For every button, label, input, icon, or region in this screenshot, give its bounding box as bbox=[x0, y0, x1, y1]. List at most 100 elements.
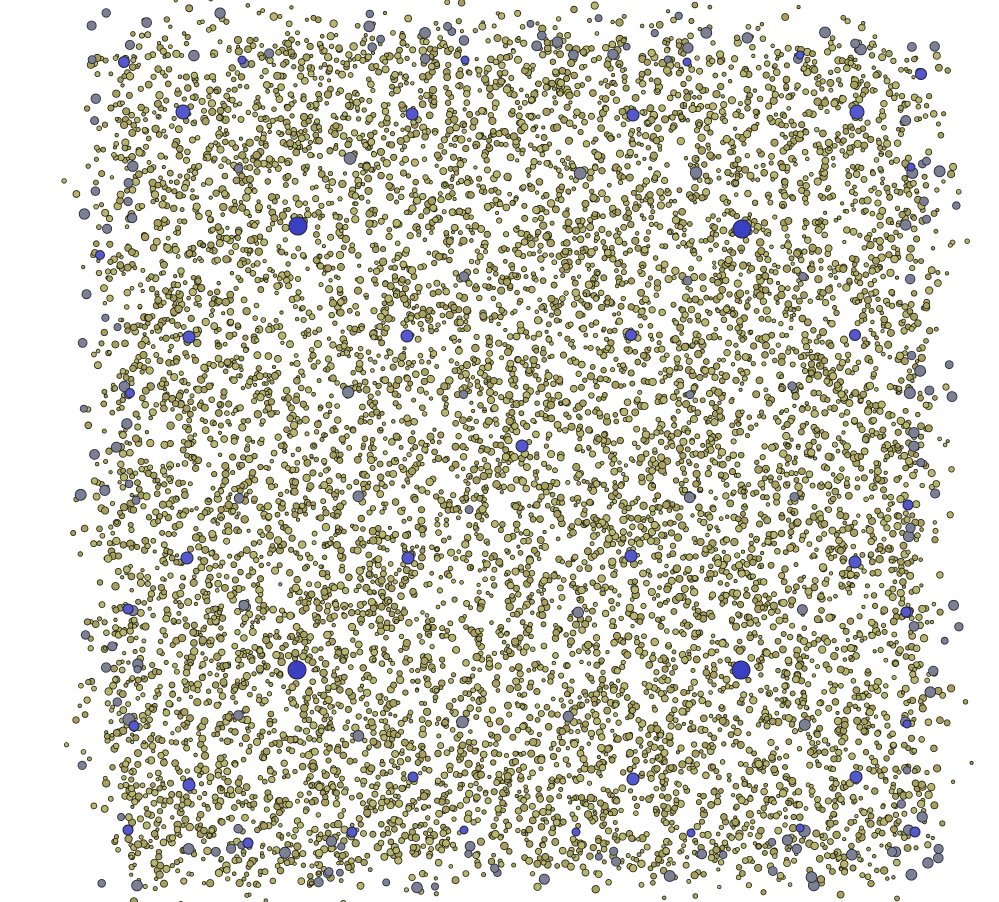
particle bbox=[560, 703, 566, 709]
particle bbox=[836, 494, 842, 499]
particle bbox=[156, 648, 164, 655]
particle bbox=[324, 355, 333, 363]
particle bbox=[475, 706, 482, 713]
particle bbox=[543, 413, 548, 418]
particle bbox=[537, 255, 545, 263]
particle bbox=[671, 664, 678, 671]
particle bbox=[317, 831, 324, 838]
particle bbox=[702, 726, 709, 734]
particle bbox=[869, 210, 876, 217]
particle bbox=[271, 364, 277, 370]
particle bbox=[819, 833, 825, 838]
particle bbox=[812, 829, 821, 838]
particle bbox=[94, 71, 101, 78]
particle bbox=[174, 709, 180, 715]
particle bbox=[398, 647, 404, 654]
particle bbox=[598, 226, 606, 233]
particle bbox=[848, 752, 856, 760]
particle bbox=[347, 609, 356, 617]
particle bbox=[394, 240, 401, 247]
particle bbox=[645, 144, 652, 151]
particle bbox=[643, 579, 650, 587]
particle bbox=[536, 731, 542, 737]
particle bbox=[319, 437, 325, 442]
particle bbox=[509, 398, 514, 403]
particle bbox=[569, 496, 576, 502]
particle bbox=[357, 821, 364, 828]
particle bbox=[821, 531, 828, 537]
particle bbox=[321, 61, 328, 68]
particle bbox=[572, 236, 577, 241]
particle bbox=[749, 825, 755, 831]
particle bbox=[272, 43, 278, 49]
particle bbox=[392, 793, 398, 799]
particle bbox=[745, 23, 752, 30]
particle bbox=[747, 212, 753, 217]
particle bbox=[789, 622, 796, 629]
particle bbox=[217, 361, 225, 368]
particle bbox=[814, 547, 819, 552]
particle bbox=[375, 68, 383, 76]
particle bbox=[496, 217, 503, 224]
particle bbox=[620, 769, 627, 776]
particle bbox=[296, 821, 304, 829]
particle bbox=[320, 618, 326, 625]
particle bbox=[391, 498, 400, 506]
particle bbox=[740, 842, 747, 849]
particle bbox=[637, 523, 645, 530]
particle bbox=[491, 650, 498, 657]
particle bbox=[759, 22, 765, 27]
particle bbox=[627, 538, 636, 546]
particle bbox=[825, 184, 832, 191]
particle bbox=[752, 88, 758, 93]
particle bbox=[523, 329, 530, 336]
particle bbox=[348, 664, 354, 670]
particle bbox=[601, 95, 610, 103]
particle bbox=[365, 551, 373, 559]
particle bbox=[672, 789, 680, 796]
particle bbox=[295, 289, 302, 296]
particle bbox=[365, 707, 373, 715]
particle bbox=[635, 736, 644, 745]
particle bbox=[108, 71, 114, 77]
particle bbox=[209, 226, 216, 233]
particle bbox=[696, 537, 705, 547]
particle bbox=[881, 628, 888, 635]
particle bbox=[161, 128, 167, 134]
particle bbox=[868, 469, 874, 474]
particle bbox=[150, 537, 157, 544]
particle bbox=[801, 625, 808, 631]
particle bbox=[348, 794, 355, 801]
particle bbox=[114, 117, 119, 122]
particle bbox=[852, 364, 860, 372]
particle bbox=[845, 399, 854, 408]
particle bbox=[652, 255, 659, 261]
particle bbox=[370, 50, 376, 56]
particle bbox=[930, 835, 935, 841]
particle bbox=[414, 484, 420, 490]
particle bbox=[798, 428, 805, 436]
particle bbox=[184, 34, 191, 41]
particle bbox=[497, 441, 505, 449]
particle bbox=[226, 87, 231, 93]
particle bbox=[502, 203, 511, 212]
particle bbox=[955, 188, 962, 195]
particle bbox=[440, 771, 449, 780]
particle bbox=[339, 860, 344, 865]
particle bbox=[715, 153, 722, 160]
particle bbox=[495, 770, 503, 778]
particle bbox=[620, 362, 627, 369]
particle bbox=[346, 115, 352, 121]
particle bbox=[893, 139, 902, 147]
particle bbox=[326, 336, 332, 341]
particle bbox=[346, 308, 353, 314]
particle bbox=[870, 723, 876, 729]
particle bbox=[870, 319, 875, 325]
particle bbox=[670, 657, 676, 663]
particle bbox=[181, 424, 188, 430]
particle bbox=[934, 187, 940, 193]
particle bbox=[671, 804, 679, 812]
particle bbox=[524, 334, 530, 340]
particle bbox=[589, 843, 597, 852]
particle bbox=[260, 615, 266, 621]
